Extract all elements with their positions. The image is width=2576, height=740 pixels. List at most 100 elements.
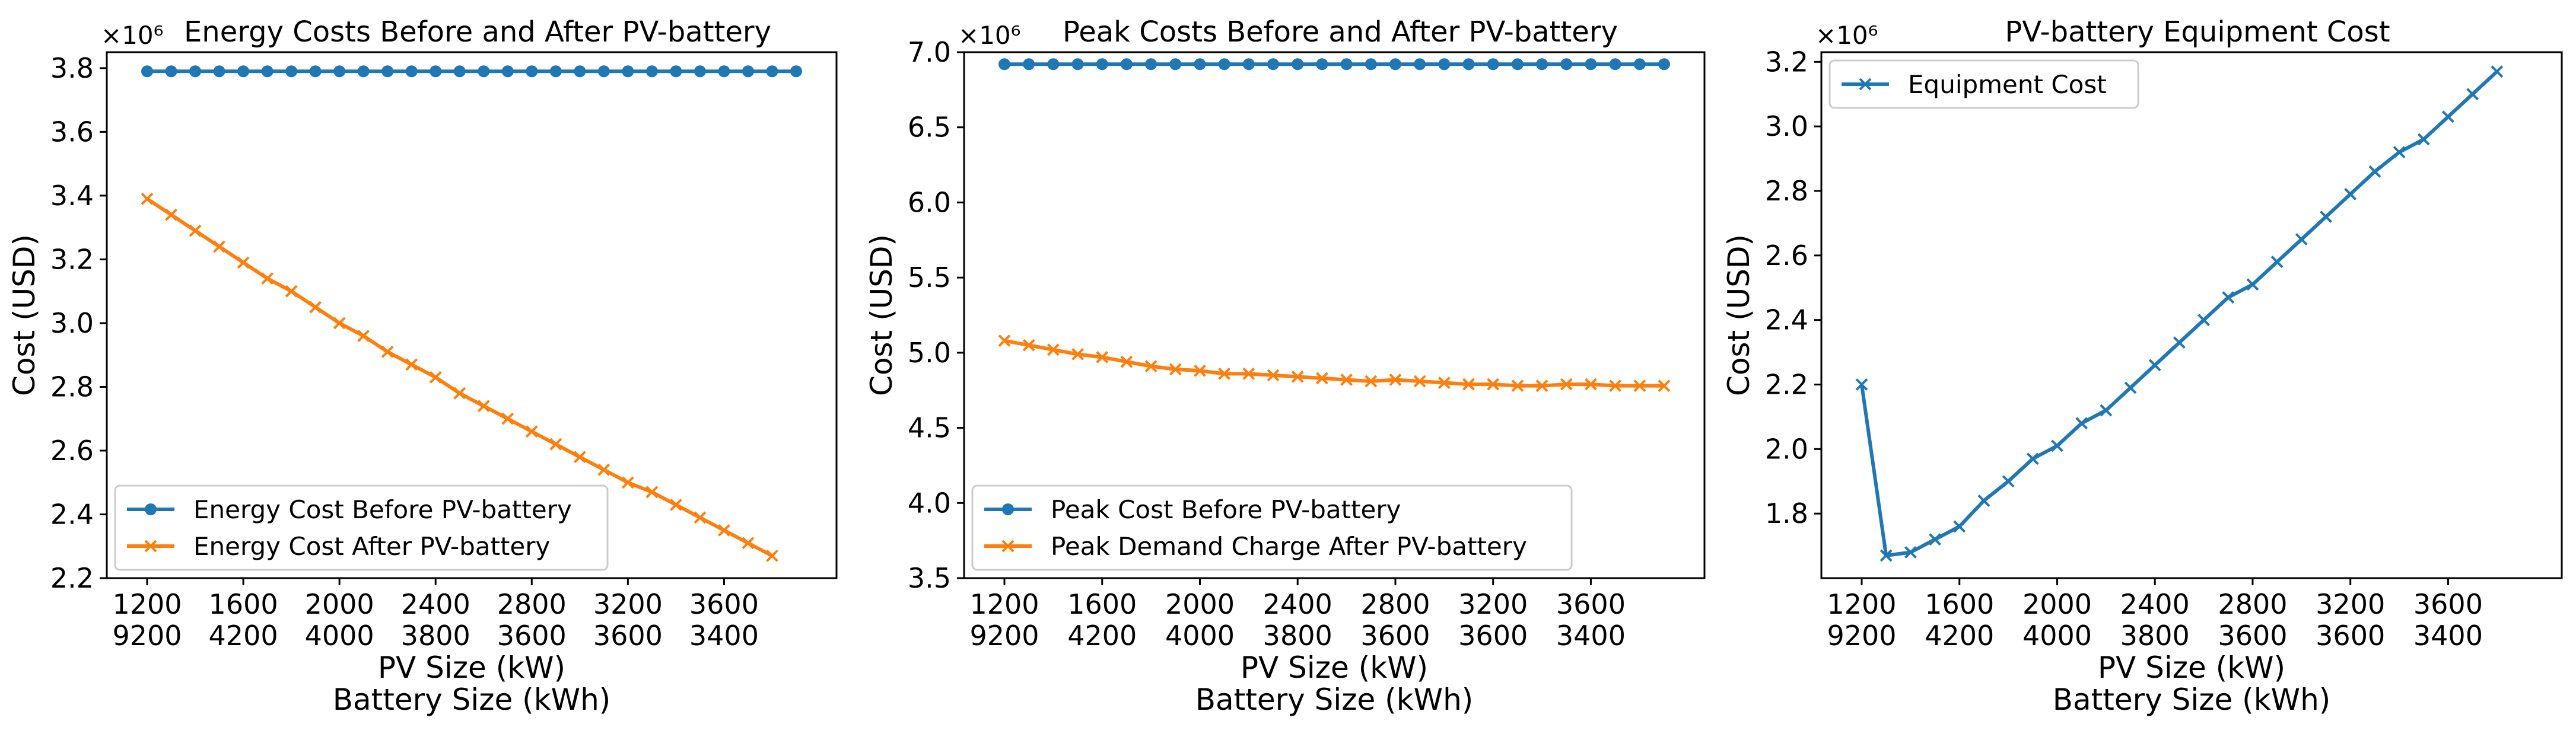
data-point — [2124, 381, 2137, 394]
x-axis-label: PV Size (kW) — [1241, 650, 1428, 685]
legend-box — [971, 484, 1573, 571]
data-point — [1340, 58, 1353, 71]
legend-label: Energy Cost After PV-battery — [193, 532, 550, 561]
data-point — [453, 65, 466, 78]
data-point — [621, 476, 634, 489]
y-tick-label: 3.6 — [50, 116, 94, 148]
data-point — [1658, 58, 1670, 71]
data-point — [1071, 58, 1084, 71]
data-point — [1438, 377, 1451, 389]
data-point — [998, 334, 1011, 347]
data-point — [2344, 188, 2357, 200]
data-point — [2246, 278, 2259, 291]
data-point — [2466, 88, 2479, 101]
x-tick-label-pv: 1200 — [112, 588, 182, 620]
x-tick-label-pv: 3600 — [2413, 588, 2483, 620]
x-tick-label-battery: 3600 — [1458, 620, 1528, 652]
axis-offset-label: ×10⁶ — [1815, 21, 1878, 50]
x-tick-label-battery: 3600 — [497, 620, 567, 652]
data-point — [1023, 58, 1035, 71]
data-point — [213, 65, 225, 78]
y-tick-label: 1.8 — [1765, 497, 1808, 530]
data-point — [718, 524, 730, 537]
data-point — [1047, 58, 1060, 71]
data-point — [1413, 375, 1426, 388]
data-point — [1855, 378, 1868, 391]
data-point — [1585, 378, 1597, 391]
x-tick-label-battery: 3600 — [1360, 620, 1430, 652]
data-point — [189, 224, 202, 237]
y-axis-label: Cost (USD) — [7, 234, 42, 396]
data-point — [1929, 533, 1941, 546]
data-point — [309, 65, 322, 78]
data-point — [1145, 58, 1157, 71]
y-tick-label: 5.5 — [908, 261, 951, 294]
legend-swatch-marker — [145, 503, 157, 515]
data-point — [597, 65, 610, 78]
data-point — [357, 330, 370, 342]
data-point — [2051, 439, 2063, 452]
y-tick-label: 5.0 — [908, 337, 951, 369]
data-point — [790, 65, 802, 78]
x-tick-label-pv: 2800 — [2218, 588, 2287, 620]
x-tick-label-pv: 2000 — [2022, 588, 2092, 620]
data-point — [333, 65, 346, 78]
axis-offset-label: ×10⁶ — [958, 21, 1020, 50]
data-point — [549, 438, 562, 451]
legend-swatch-marker — [1002, 503, 1014, 515]
plot-frame — [106, 51, 838, 579]
data-point — [1904, 546, 1917, 559]
legend-swatch-marker — [144, 540, 157, 553]
x-tick-label-pv: 3600 — [1556, 588, 1626, 620]
y-tick-label: 2.6 — [1765, 240, 1808, 272]
data-point — [998, 58, 1010, 71]
y-tick-label: 3.4 — [50, 180, 94, 212]
data-point — [1365, 58, 1377, 71]
data-point — [1560, 378, 1573, 391]
data-point — [1218, 367, 1231, 380]
data-point — [1633, 379, 1646, 393]
data-point — [309, 301, 322, 314]
x-tick-label-pv: 2400 — [1263, 588, 1332, 620]
x-tick-label-battery: 3800 — [401, 620, 470, 652]
y-tick-label: 3.2 — [1765, 46, 1808, 78]
series-line — [1004, 339, 1664, 388]
data-point — [261, 272, 274, 285]
data-point — [1511, 379, 1524, 393]
data-point — [2173, 336, 2186, 349]
data-point — [2393, 146, 2406, 159]
x-tick-label-pv: 2800 — [497, 588, 567, 620]
data-point — [766, 549, 778, 562]
chart-panel-1: 2.22.42.62.83.03.23.43.63.81200920016004… — [7, 15, 838, 717]
data-point — [573, 451, 586, 464]
x-tick-label-battery: 4000 — [305, 620, 374, 652]
legend-box — [114, 484, 609, 571]
data-point — [165, 65, 177, 78]
data-point — [189, 65, 202, 78]
data-point — [261, 65, 273, 78]
data-point — [1120, 355, 1133, 368]
data-point — [742, 537, 755, 550]
x-tick-label-pv: 3200 — [1458, 588, 1528, 620]
x-axis-label: PV Size (kW) — [2098, 650, 2285, 685]
data-point — [381, 65, 394, 78]
data-point — [2417, 133, 2430, 146]
x-tick-label-pv: 1600 — [1925, 588, 1994, 620]
x-tick-label-pv: 2400 — [2120, 588, 2190, 620]
data-point — [141, 65, 153, 78]
data-point — [1487, 58, 1499, 71]
data-point — [357, 65, 370, 78]
data-point — [501, 412, 514, 425]
y-tick-label: 3.0 — [1765, 110, 1808, 142]
x-tick-label-pv: 3200 — [2316, 588, 2385, 620]
x-tick-label-pv: 2000 — [305, 588, 374, 620]
data-point — [141, 192, 154, 205]
data-point — [597, 463, 610, 476]
y-tick-label: 3.2 — [50, 243, 94, 275]
x-tick-label-battery: 4200 — [1925, 620, 1994, 652]
y-tick-label: 2.6 — [50, 435, 94, 467]
data-point — [1487, 378, 1500, 391]
legend-swatch-marker — [1859, 78, 1872, 91]
y-tick-label: 3.0 — [50, 307, 94, 339]
